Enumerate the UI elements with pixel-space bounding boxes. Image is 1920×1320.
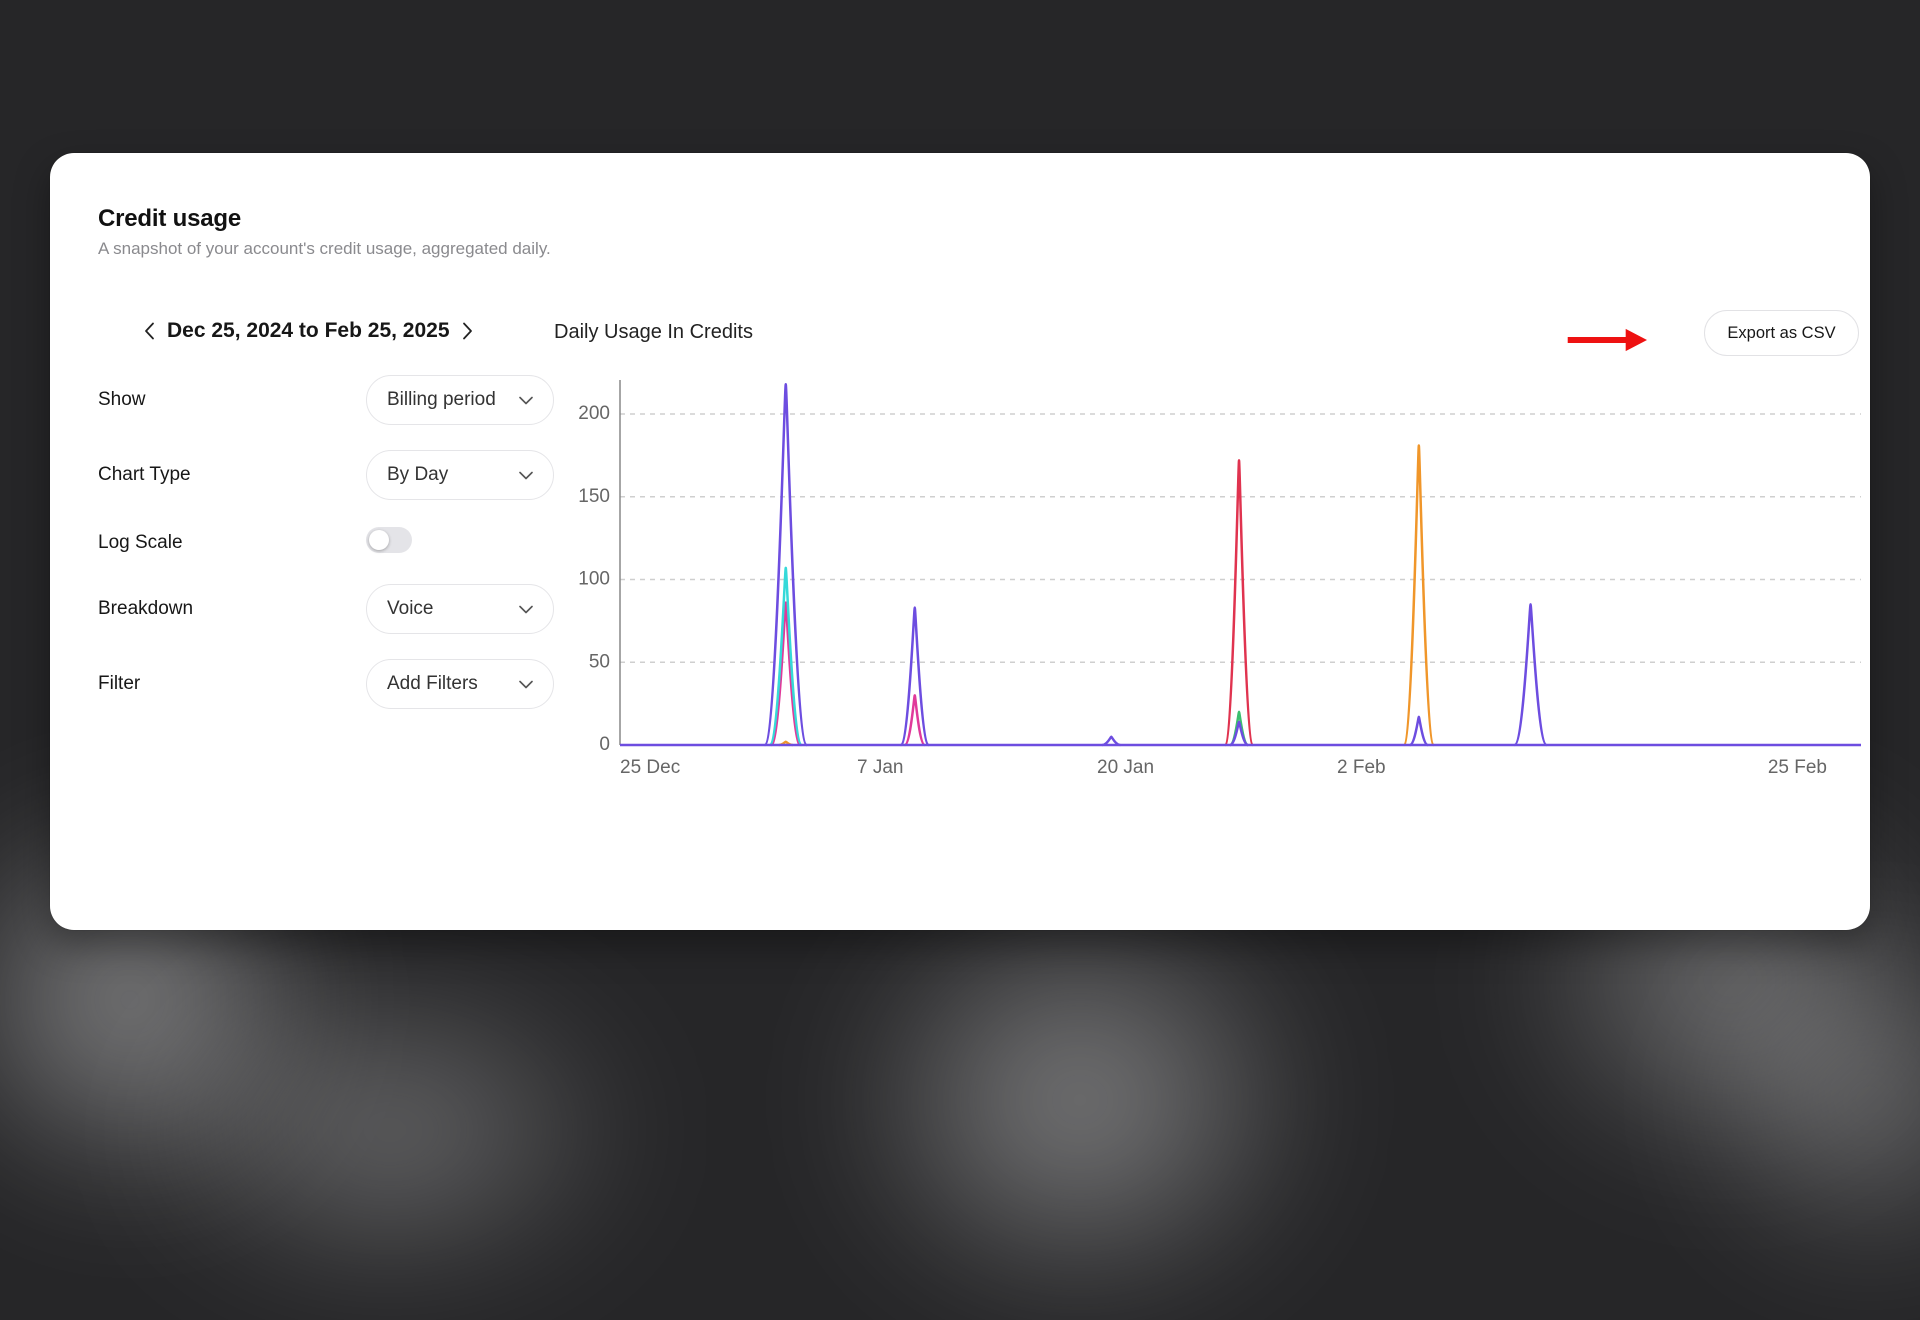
svg-text:200: 200 [578,403,610,424]
svg-text:25 Dec: 25 Dec [620,757,680,778]
svg-text:7 Jan: 7 Jan [857,757,903,778]
svg-text:0: 0 [599,734,610,755]
svg-text:100: 100 [578,569,610,590]
svg-text:50: 50 [589,651,610,672]
svg-text:2 Feb: 2 Feb [1337,757,1386,778]
svg-text:25 Feb: 25 Feb [1768,757,1827,778]
svg-text:150: 150 [578,486,610,507]
svg-text:20 Jan: 20 Jan [1097,757,1154,778]
